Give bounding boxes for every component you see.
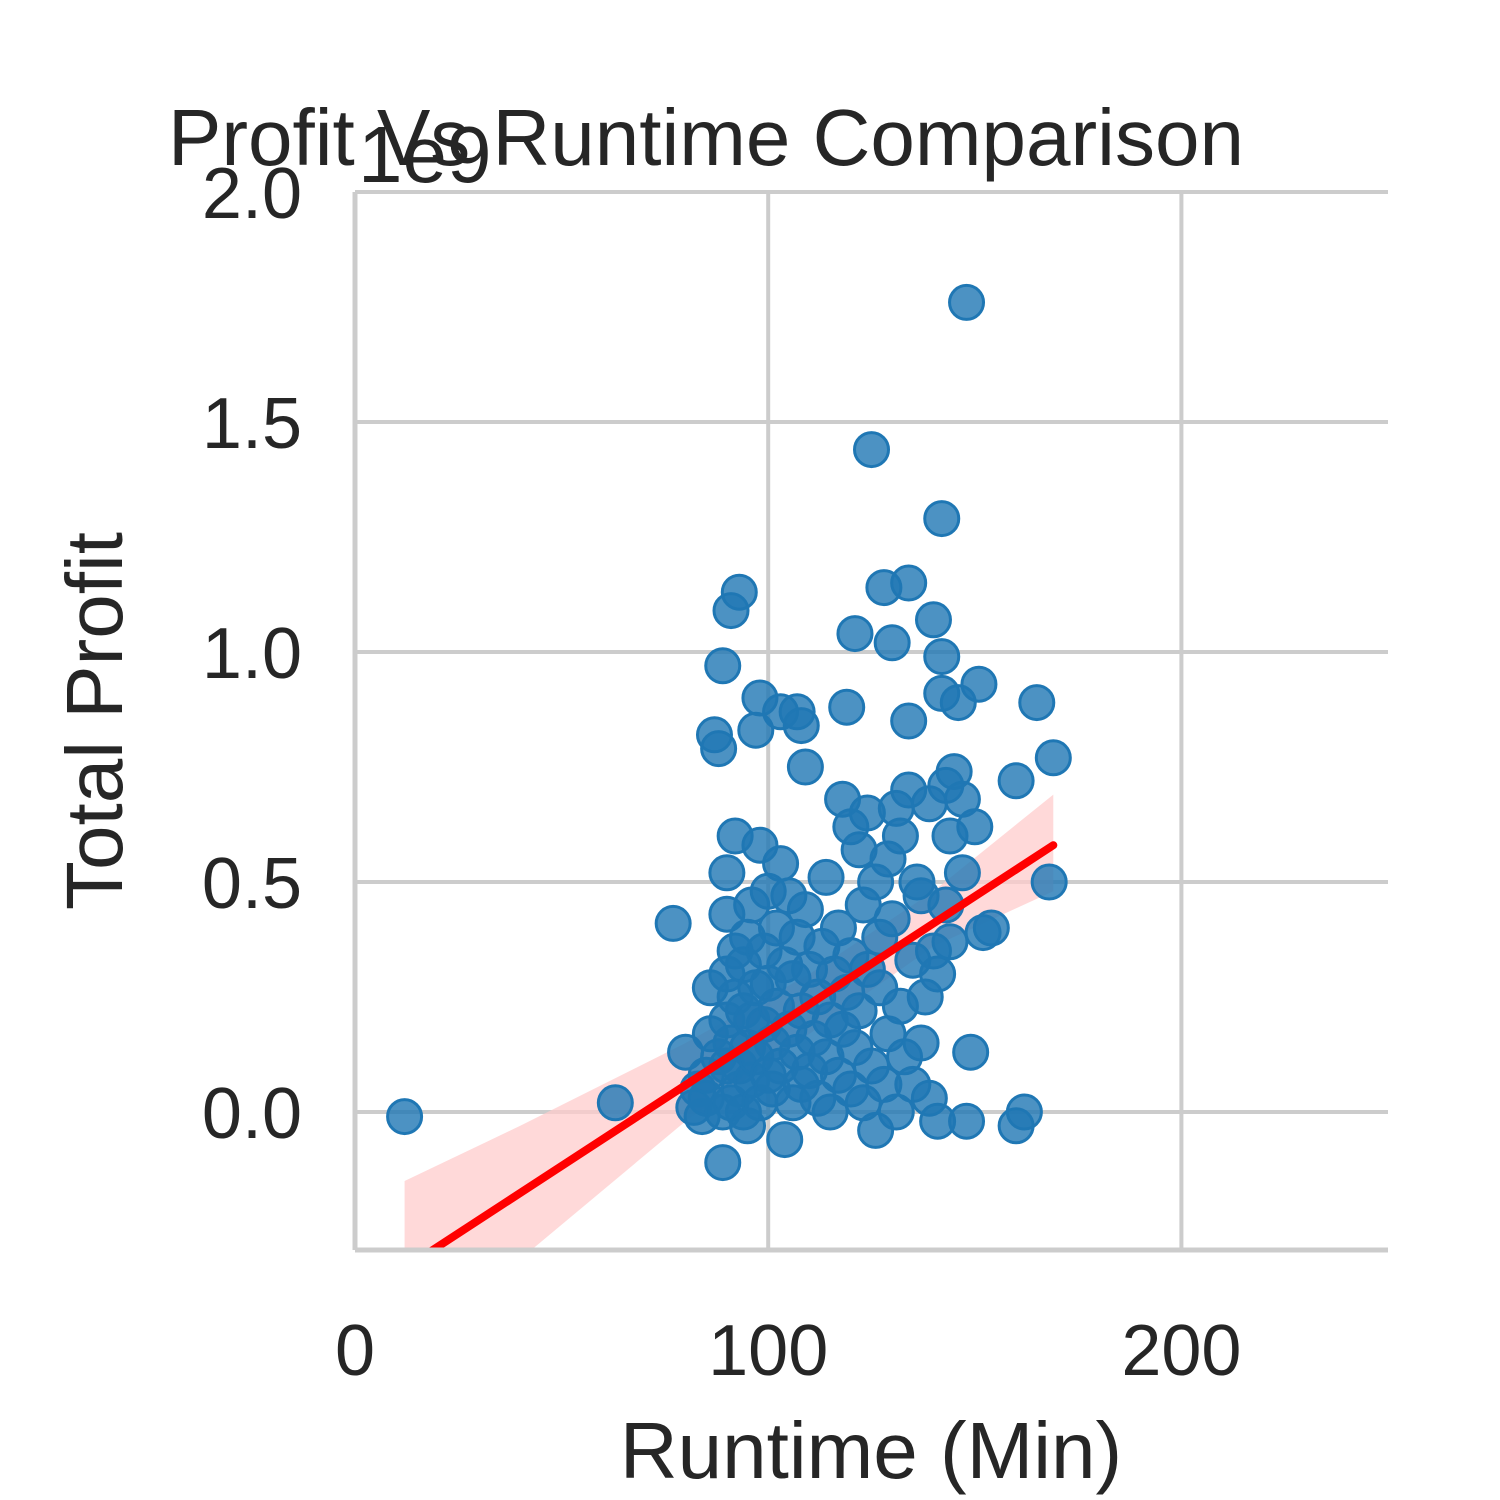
data-point [766, 1121, 804, 1159]
chart-title: Profit Vs Runtime Comparison [168, 93, 1244, 182]
data-point [960, 665, 998, 703]
x-tick-label: 100 [708, 1311, 828, 1391]
data-point [654, 904, 692, 942]
data-point [890, 702, 928, 740]
data-point [948, 283, 986, 321]
data-point [386, 1098, 424, 1136]
data-point [943, 854, 981, 892]
x-tick-label: 0 [335, 1311, 375, 1391]
data-point [948, 1102, 986, 1140]
data-point [836, 615, 874, 653]
data-point [596, 1084, 634, 1122]
y-tick-label: 1.5 [202, 384, 302, 464]
data-point [952, 1033, 990, 1071]
data-point [923, 500, 961, 538]
data-point [700, 730, 738, 768]
data-point [881, 817, 919, 855]
data-point [877, 1093, 915, 1131]
data-point [811, 1093, 849, 1131]
y-tick-label: 1.0 [202, 614, 302, 694]
data-point [704, 1144, 742, 1182]
data-points [386, 283, 1072, 1182]
data-point [873, 624, 911, 662]
y-tick-label: 2.0 [202, 154, 302, 234]
data-point [828, 688, 866, 726]
data-point [890, 564, 928, 602]
y-tick-label: 0.5 [202, 844, 302, 924]
data-point [902, 1024, 940, 1062]
data-point [956, 808, 994, 846]
regression-line [425, 841, 1058, 1250]
data-point [840, 992, 878, 1030]
data-point [923, 638, 961, 676]
data-point [704, 647, 742, 685]
data-point [786, 891, 824, 929]
data-point [1030, 863, 1068, 901]
data-point [914, 601, 952, 639]
y-tick-label: 0.0 [202, 1074, 302, 1154]
data-point [1005, 1093, 1043, 1131]
data-point [782, 707, 820, 745]
data-point [873, 900, 911, 938]
data-point [1018, 684, 1056, 722]
data-point [997, 762, 1035, 800]
y-offset-label: 1e9 [358, 110, 491, 199]
data-point [786, 748, 824, 786]
data-point [807, 858, 845, 896]
data-point [762, 845, 800, 883]
data-point [972, 909, 1010, 947]
data-point [931, 923, 969, 961]
data-point [720, 573, 758, 611]
axes [352, 192, 1388, 1253]
y-axis-label: Total Profit [50, 532, 139, 910]
data-point [708, 854, 746, 892]
x-axis-label: Runtime (Min) [620, 1406, 1122, 1495]
tick-labels: 0 100 200 0.0 0.5 1.0 1.5 2.0 [202, 154, 1242, 1391]
regression-line-group [425, 841, 1058, 1250]
x-tick-label: 200 [1121, 1311, 1241, 1391]
data-point [919, 955, 957, 993]
data-point [853, 431, 890, 469]
data-point [1034, 739, 1072, 777]
